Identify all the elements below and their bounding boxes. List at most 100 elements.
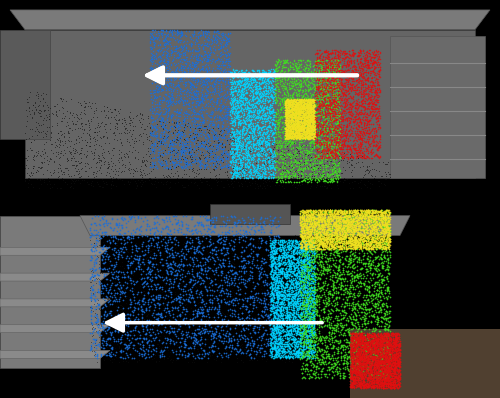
Point bbox=[282, 326, 290, 333]
Point bbox=[250, 96, 258, 102]
Point bbox=[156, 93, 164, 99]
Point bbox=[266, 133, 274, 139]
Point bbox=[296, 101, 304, 107]
Point bbox=[314, 267, 322, 273]
Point bbox=[214, 323, 222, 329]
Point bbox=[291, 101, 299, 108]
Point bbox=[312, 86, 320, 92]
Point bbox=[169, 334, 177, 341]
Point bbox=[279, 301, 287, 307]
Point bbox=[266, 296, 274, 302]
Point bbox=[302, 142, 310, 148]
Point bbox=[156, 305, 164, 312]
Point bbox=[288, 106, 296, 113]
Point bbox=[272, 117, 280, 124]
Point bbox=[102, 229, 110, 235]
Point bbox=[172, 158, 179, 165]
Point bbox=[346, 277, 354, 283]
Point bbox=[320, 351, 328, 357]
Point bbox=[216, 45, 224, 51]
Point bbox=[262, 76, 270, 82]
Point bbox=[281, 130, 289, 137]
Point bbox=[352, 213, 360, 220]
Point bbox=[46, 130, 54, 137]
Point bbox=[313, 136, 321, 142]
Point bbox=[245, 138, 253, 144]
Point bbox=[392, 357, 400, 363]
Point bbox=[306, 129, 314, 135]
Point bbox=[246, 138, 254, 144]
Point bbox=[382, 223, 390, 229]
Point bbox=[310, 228, 318, 235]
Point bbox=[382, 208, 390, 215]
Point bbox=[329, 232, 337, 238]
Point bbox=[326, 129, 334, 135]
Point bbox=[256, 300, 264, 306]
Point bbox=[146, 151, 154, 157]
Point bbox=[78, 177, 86, 183]
Point bbox=[285, 130, 293, 136]
Point bbox=[163, 242, 171, 248]
Point bbox=[379, 214, 387, 220]
Point bbox=[312, 209, 320, 215]
Point bbox=[294, 300, 302, 306]
Point bbox=[227, 159, 235, 166]
Point bbox=[354, 338, 362, 344]
Point bbox=[300, 116, 308, 123]
Point bbox=[303, 282, 311, 288]
Point bbox=[360, 213, 368, 220]
Point bbox=[298, 308, 306, 315]
Point bbox=[154, 292, 162, 298]
Point bbox=[299, 232, 307, 239]
Point bbox=[299, 142, 307, 148]
Point bbox=[192, 146, 200, 153]
Point bbox=[260, 336, 268, 342]
Point bbox=[240, 121, 248, 127]
Point bbox=[304, 259, 312, 265]
Point bbox=[230, 131, 238, 138]
Point bbox=[309, 130, 317, 136]
Point bbox=[193, 310, 201, 317]
Point bbox=[178, 274, 186, 280]
Point bbox=[332, 57, 340, 64]
Point bbox=[300, 264, 308, 270]
Point bbox=[374, 362, 382, 368]
Point bbox=[92, 345, 100, 351]
Point bbox=[382, 355, 390, 362]
Point bbox=[274, 140, 282, 146]
Point bbox=[256, 129, 264, 135]
Point bbox=[332, 359, 340, 365]
Point bbox=[382, 223, 390, 230]
Point bbox=[193, 273, 201, 279]
Point bbox=[252, 82, 260, 89]
Point bbox=[284, 109, 292, 115]
Point bbox=[174, 279, 182, 286]
Point bbox=[298, 110, 306, 116]
Point bbox=[348, 219, 356, 225]
Point bbox=[242, 76, 250, 82]
Point bbox=[286, 298, 294, 305]
Point bbox=[310, 317, 318, 324]
Point bbox=[304, 215, 312, 221]
Point bbox=[307, 105, 315, 111]
Point bbox=[253, 168, 261, 175]
Point bbox=[221, 90, 229, 97]
Point bbox=[244, 99, 252, 105]
Point bbox=[362, 209, 370, 215]
Point bbox=[350, 367, 358, 373]
Point bbox=[386, 374, 394, 380]
Point bbox=[316, 231, 324, 238]
Point bbox=[364, 215, 372, 222]
Point bbox=[313, 271, 321, 277]
Point bbox=[324, 225, 332, 232]
Point bbox=[336, 140, 344, 147]
Point bbox=[354, 279, 362, 285]
Point bbox=[243, 134, 251, 140]
Point bbox=[318, 66, 326, 72]
Point bbox=[380, 241, 388, 247]
Point bbox=[344, 224, 352, 231]
Point bbox=[317, 272, 325, 278]
Point bbox=[101, 114, 109, 120]
Point bbox=[264, 341, 272, 348]
Point bbox=[284, 107, 292, 113]
